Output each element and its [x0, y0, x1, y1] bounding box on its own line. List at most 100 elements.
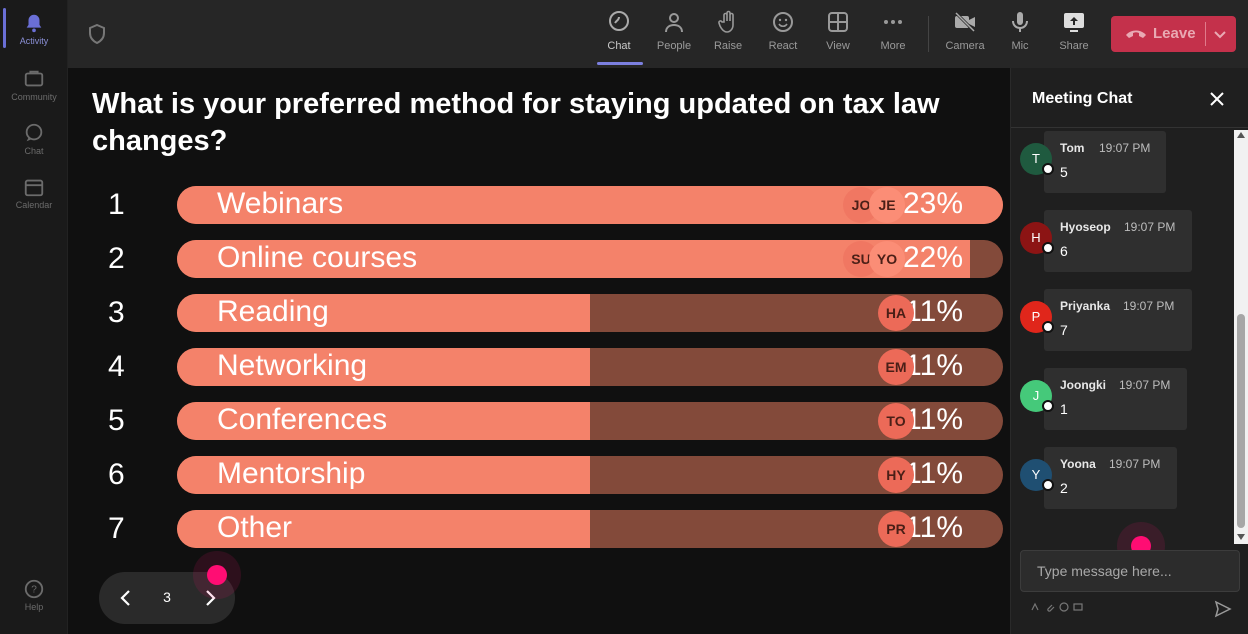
poll-option-row: 6 Mentorship HY 11% [92, 456, 1004, 494]
voter-avatar: YO [869, 241, 905, 277]
leave-button[interactable]: Leave [1111, 16, 1236, 52]
chat-button[interactable]: Chat [594, 10, 644, 52]
react-button[interactable]: React [758, 10, 808, 52]
phone-hangup-icon [1126, 30, 1146, 38]
scroll-up-arrow[interactable] [1237, 132, 1245, 138]
page-number: 3 [163, 589, 171, 605]
gif-icon[interactable] [1073, 602, 1083, 612]
view-button[interactable]: View [813, 10, 863, 52]
chat-message: Hyoseop 19:07 PM 6 [1044, 210, 1192, 272]
emoji-icon[interactable] [1059, 602, 1069, 612]
option-number: 1 [108, 188, 125, 221]
rail-item-chat[interactable]: Chat [0, 122, 68, 156]
result-bar-fill [177, 240, 970, 278]
poll-option-row: 4 Networking EM 11% [92, 348, 1004, 386]
voter-avatar: HY [878, 457, 914, 493]
people-icon [665, 13, 683, 33]
option-percentage: 11% [905, 349, 963, 382]
poll-option-row: 2 Online courses SU YO 22% [92, 240, 1004, 278]
chevron-right-icon[interactable] [200, 588, 220, 608]
leave-divider [1205, 22, 1206, 46]
shield-icon[interactable] [88, 24, 106, 44]
voter-avatar: PR [878, 511, 914, 547]
poll-results-panel: What is your preferred method for stayin… [68, 68, 1010, 634]
result-bar-fill [177, 402, 590, 440]
people-button-label: People [656, 40, 692, 52]
chat-message: Priyanka 19:07 PM 7 [1044, 289, 1192, 351]
sender-avatar: H [1020, 222, 1054, 254]
sender-avatar: Y [1020, 459, 1054, 491]
microphone-icon [1012, 12, 1028, 32]
grid-view-icon [828, 12, 848, 32]
message-text: 1 [1060, 401, 1068, 417]
meeting-chat-panel: Meeting Chat Tom 19:07 PM 5 T Hyoseop 19:07 P… [1010, 68, 1248, 634]
sender-name: Priyanka [1060, 299, 1111, 313]
rail-item-activity[interactable]: Activity [0, 12, 68, 46]
calendar-icon [24, 179, 44, 197]
mic-button[interactable]: Mic [995, 10, 1045, 52]
scroll-thumb[interactable] [1237, 314, 1245, 528]
attach-icon[interactable] [1045, 602, 1055, 612]
bell-icon [26, 14, 42, 33]
share-button-label: Share [1059, 40, 1089, 52]
scroll-down-arrow[interactable] [1237, 534, 1245, 540]
chat-scrollbar[interactable] [1234, 130, 1248, 544]
rail-item-label: Community [11, 92, 57, 102]
presence-status-dot [1042, 321, 1054, 333]
message-time: 19:07 PM [1123, 299, 1175, 313]
more-button[interactable]: More [868, 10, 918, 52]
chat-divider [1011, 127, 1248, 128]
chat-message: Tom 19:07 PM 5 [1044, 131, 1166, 193]
sender-name: Hyoseop [1060, 220, 1111, 234]
rail-item-help[interactable]: ? Help [0, 578, 68, 612]
people-button[interactable]: People [649, 10, 699, 52]
react-button-label: React [768, 40, 798, 52]
message-time: 19:07 PM [1124, 220, 1176, 234]
presence-status-dot [1042, 163, 1054, 175]
option-label: Conferences [217, 403, 388, 436]
format-icon[interactable] [1030, 602, 1040, 612]
raise-button-label: Raise [713, 40, 743, 52]
more-button-label: More [880, 40, 906, 52]
option-label: Mentorship [217, 457, 366, 490]
rail-item-community[interactable]: Community [0, 68, 68, 102]
message-text: 6 [1060, 243, 1068, 259]
svg-text:?: ? [31, 585, 37, 596]
presence-status-dot [1042, 242, 1054, 254]
chat-button-label: Chat [607, 40, 631, 52]
sender-name: Joongki [1060, 378, 1107, 392]
result-bar-fill [177, 510, 590, 548]
share-button[interactable]: Share [1049, 10, 1099, 52]
poll-option-row: 3 Reading HA 11% [92, 294, 1004, 332]
presence-status-dot [1042, 479, 1054, 491]
avatar-initial: H [1031, 230, 1041, 245]
message-time: 19:07 PM [1119, 378, 1171, 392]
pointer-highlight [207, 565, 227, 585]
send-icon[interactable] [1214, 600, 1232, 618]
close-icon[interactable] [1208, 90, 1226, 108]
chevron-left-icon[interactable] [116, 588, 136, 608]
poll-option-row: 5 Conferences TO 11% [92, 402, 1004, 440]
sender-avatar: J [1020, 380, 1054, 412]
result-bar: Online courses SU YO 22% [177, 240, 1003, 278]
option-number: 4 [108, 350, 125, 383]
chat-message-input[interactable] [1020, 550, 1240, 592]
app-rail: Activity Community Chat Calendar ? Help [0, 0, 68, 634]
community-icon [24, 70, 44, 87]
result-bar: Webinars JO JE 23% [177, 186, 1003, 224]
option-label: Networking [217, 349, 368, 382]
chat-message: Yoona 19:07 PM 2 [1044, 447, 1177, 509]
voter-avatar: EM [878, 349, 914, 385]
chat-message: Joongki 19:07 PM 1 [1044, 368, 1187, 430]
option-number: 7 [108, 512, 125, 545]
raise-hand-button[interactable]: Raise [703, 10, 753, 52]
result-bar-fill [177, 456, 590, 494]
rail-item-calendar[interactable]: Calendar [0, 176, 68, 210]
chevron-down-icon[interactable] [1212, 26, 1228, 42]
hand-icon [718, 10, 734, 33]
avatar-initial: T [1032, 151, 1040, 166]
rail-item-label: Activity [19, 36, 49, 46]
leave-button-label: Leave [1153, 25, 1196, 42]
camera-button[interactable]: Camera [940, 10, 990, 52]
result-bar-fill [177, 294, 590, 332]
